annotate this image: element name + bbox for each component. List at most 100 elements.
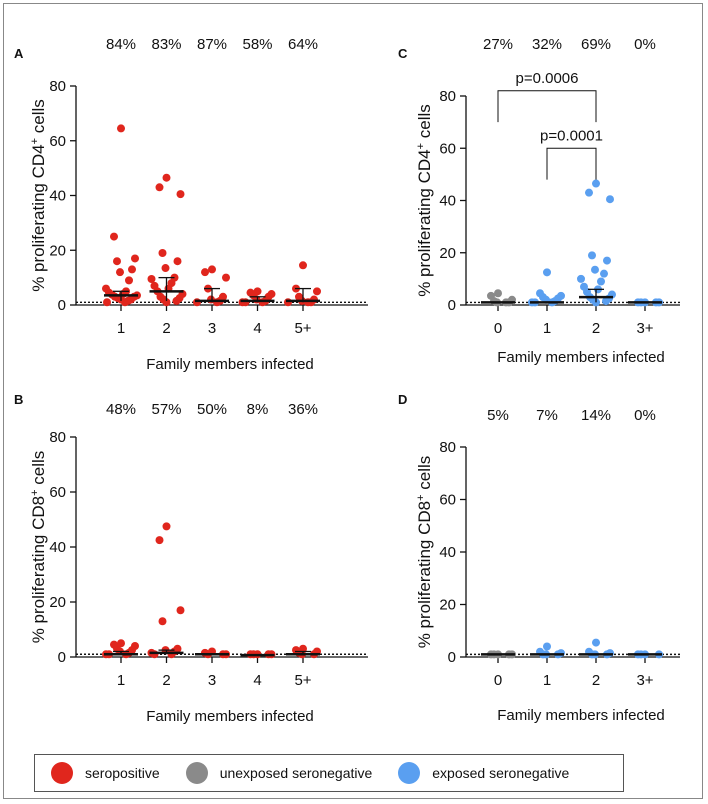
x-tick-label: 2 (592, 672, 600, 689)
data-point (176, 190, 185, 199)
legend-label-unexposed-seronegative: unexposed seronegative (219, 765, 373, 781)
x-tick-label: 1 (117, 320, 125, 337)
x-tick-label: 0 (494, 320, 502, 337)
exposed-seronegative-swatch-icon (398, 762, 421, 784)
data-point (304, 298, 312, 307)
data-point (147, 274, 156, 283)
legend-item-seropositive: seropositive (51, 762, 160, 784)
y-tick-label: 60 (49, 133, 66, 150)
data-point (121, 298, 129, 307)
data-point (116, 268, 124, 277)
legend: seropositive unexposed seronegative expo… (34, 754, 624, 792)
y-tick-label: 20 (49, 242, 66, 259)
percent-label: 14% (581, 407, 611, 424)
x-axis-label: Family members infected (497, 707, 665, 724)
legend-label-seropositive: seropositive (85, 765, 160, 781)
legend-item-exposed-seronegative: exposed seronegative (398, 762, 569, 784)
data-point (208, 265, 216, 274)
x-tick-label: 0 (494, 672, 502, 689)
x-tick-label: 4 (253, 672, 261, 689)
data-point (158, 617, 167, 626)
y-tick-label: 40 (49, 188, 66, 205)
percent-label: 8% (247, 401, 269, 418)
panel-a: A 84% 83% 87% 58% 64% 0 20 40 60 80 1 2 3 4 5+ Family me… (14, 36, 368, 373)
y-axis-label: % proliferating CD4+ cells (29, 99, 48, 292)
percent-label: 87% (197, 36, 227, 53)
data-point (585, 188, 593, 197)
x-tick-label: 2 (592, 320, 600, 337)
data-point (162, 298, 171, 307)
data-point (110, 232, 118, 241)
panel-d: D 5% 7% 14% 0% 0 20 40 60 80 0 1 2 3+ Family members i… (398, 392, 680, 724)
y-tick-label: 0 (58, 649, 66, 666)
data-point (241, 298, 250, 307)
data-point (128, 265, 136, 274)
y-axis-label: % proliferating CD8+ cells (415, 456, 434, 649)
panel-c: C 27% 32% 69% 0% 0 20 40 60 80 0 1 2 3+ Family members… (398, 36, 680, 366)
y-tick-label: 80 (49, 429, 66, 446)
percent-label: 27% (483, 36, 513, 53)
x-tick-label: 4 (253, 320, 261, 337)
percent-label: 58% (242, 36, 272, 53)
data-point (258, 298, 267, 307)
y-tick-label: 80 (439, 439, 456, 456)
y-tick-label: 80 (439, 88, 456, 105)
seropositive-swatch-icon (51, 762, 73, 784)
panel-letter: D (398, 392, 407, 407)
data-point (155, 536, 164, 545)
data-point (155, 183, 164, 192)
x-tick-label: 1 (117, 672, 125, 689)
y-tick-label: 20 (49, 594, 66, 611)
x-axis-label: Family members infected (146, 708, 314, 725)
percent-label: 36% (288, 401, 318, 418)
panel-letter: A (14, 46, 24, 61)
data-point (591, 265, 599, 274)
p-value-label: p=0.0006 (516, 70, 579, 87)
data-point (597, 277, 605, 286)
y-axis-label: % proliferating CD4+ cells (415, 104, 434, 297)
data-point (117, 639, 125, 648)
data-point (494, 289, 502, 298)
y-tick-label: 0 (448, 297, 456, 314)
data-point (602, 297, 610, 306)
percent-label: 69% (581, 36, 611, 53)
figure-frame (3, 3, 703, 799)
x-tick-label: 5+ (294, 672, 311, 689)
percent-label: 5% (487, 407, 509, 424)
data-point (284, 298, 292, 307)
panel-b: B 48% 57% 50% 8% 36% 0 20 40 60 80 1 2 3 4 5+ Family mem… (14, 392, 368, 725)
y-tick-label: 60 (439, 140, 456, 157)
x-tick-label: 3+ (636, 320, 653, 337)
p-value-label: p=0.0001 (540, 127, 603, 144)
data-point (201, 268, 209, 277)
y-tick-label: 40 (439, 544, 456, 561)
y-tick-label: 60 (49, 484, 66, 501)
data-point (176, 606, 185, 615)
y-tick-label: 60 (439, 492, 456, 509)
percent-label: 0% (634, 36, 656, 53)
data-point (543, 642, 551, 651)
y-tick-label: 20 (439, 245, 456, 262)
percent-label: 83% (151, 36, 181, 53)
data-point (603, 256, 611, 265)
x-tick-label: 2 (162, 672, 170, 689)
data-point (193, 298, 201, 307)
data-point (162, 522, 171, 531)
x-axis-label: Family members infected (146, 356, 314, 373)
data-point (167, 650, 176, 659)
x-tick-label: 1 (543, 320, 551, 337)
percent-label: 48% (106, 401, 136, 418)
data-point (173, 257, 182, 266)
significance-bracket (497, 90, 597, 123)
y-tick-label: 40 (439, 193, 456, 210)
x-axis-label: Family members infected (497, 349, 665, 366)
x-tick-label: 3 (208, 320, 216, 337)
data-point (592, 179, 600, 188)
legend-item-unexposed-seronegative: unexposed seronegative (185, 762, 373, 784)
percent-label: 0% (634, 407, 656, 424)
x-tick-label: 1 (543, 672, 551, 689)
data-point (113, 257, 121, 266)
data-point (150, 650, 159, 659)
y-tick-label: 40 (49, 539, 66, 556)
